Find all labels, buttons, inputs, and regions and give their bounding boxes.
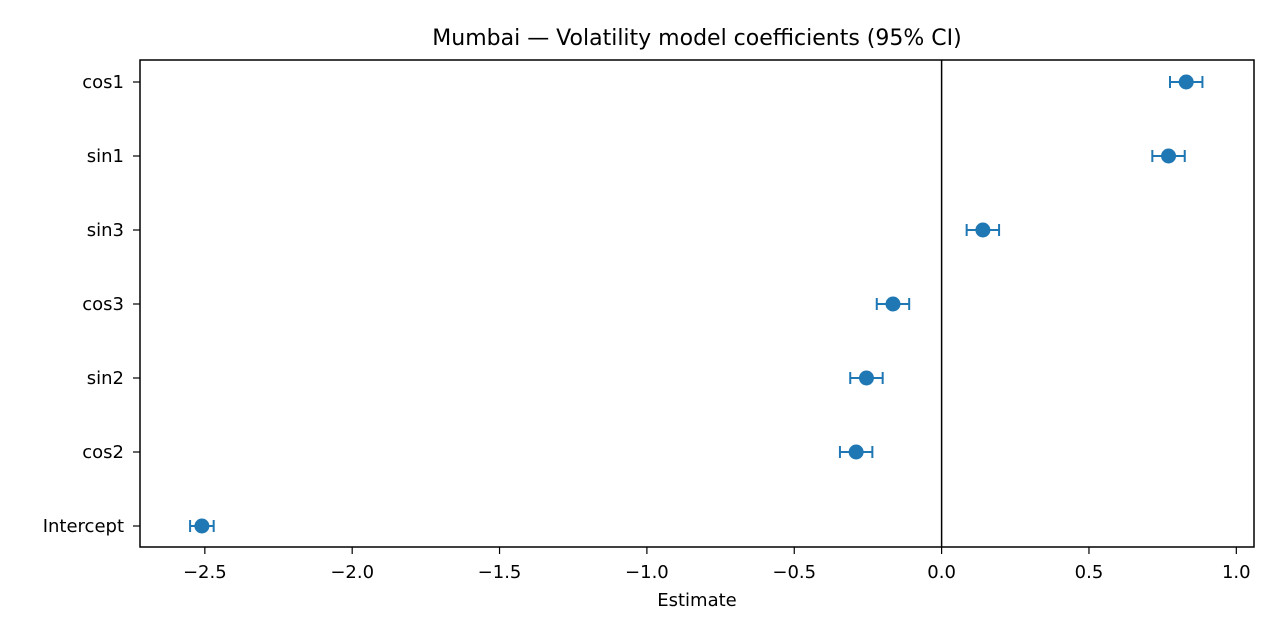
chart-title: Mumbai — Volatility model coefficients (… bbox=[432, 26, 961, 51]
y-tick-label-cos3: cos3 bbox=[82, 294, 124, 315]
y-tick-label-sin1: sin1 bbox=[87, 146, 124, 167]
plot-frame bbox=[139, 59, 1255, 548]
y-tick-label-cos2: cos2 bbox=[82, 442, 124, 463]
plot-area: cos1 sin1 sin3 cos3 sin2 cos2 Intercept −2.5 −2.… bbox=[43, 59, 1255, 583]
estimate-point-cos1 bbox=[1178, 74, 1194, 90]
x-tick-label: −0.5 bbox=[772, 562, 816, 583]
x-tick-label: −2.0 bbox=[330, 562, 374, 583]
x-tick-label: −1.5 bbox=[478, 562, 522, 583]
y-tick-label-cos1: cos1 bbox=[82, 72, 124, 93]
estimate-point-Intercept bbox=[194, 518, 210, 534]
y-tick-label-sin2: sin2 bbox=[87, 368, 124, 389]
estimate-point-sin1 bbox=[1161, 148, 1177, 164]
estimate-point-sin3 bbox=[975, 222, 991, 238]
estimate-point-cos2 bbox=[848, 444, 864, 460]
y-tick-label-Intercept: Intercept bbox=[43, 516, 124, 537]
x-tick-label: −2.5 bbox=[183, 562, 227, 583]
x-tick-label: 1.0 bbox=[1222, 562, 1251, 583]
x-tick-label: 0.5 bbox=[1075, 562, 1104, 583]
x-axis-label: Estimate bbox=[657, 590, 737, 611]
estimate-point-cos3 bbox=[885, 296, 901, 312]
x-tick-label: 0.0 bbox=[927, 562, 956, 583]
estimate-point-sin2 bbox=[858, 370, 874, 386]
y-tick-label-sin3: sin3 bbox=[87, 220, 124, 241]
x-tick-label: −1.0 bbox=[625, 562, 669, 583]
